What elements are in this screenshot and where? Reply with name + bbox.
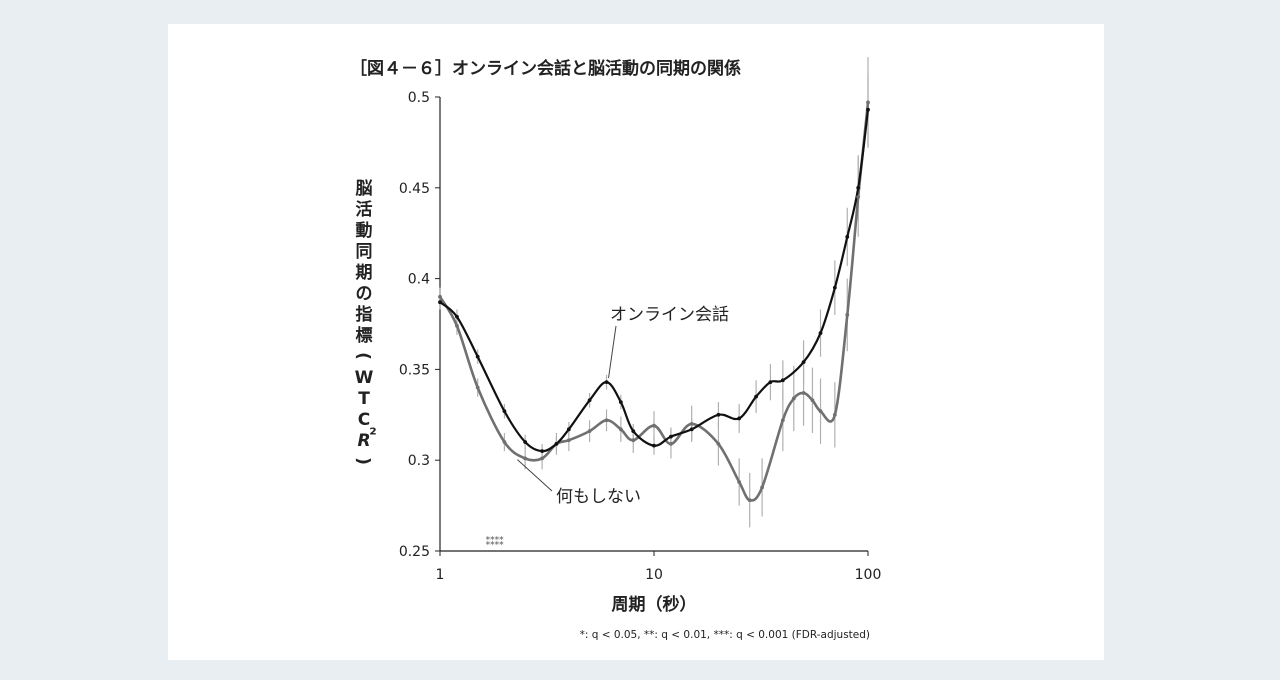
data-point [523, 440, 528, 444]
data-point [768, 380, 773, 385]
data-point [652, 443, 656, 448]
data-point [540, 449, 545, 454]
data-point [604, 418, 609, 423]
data-point [554, 441, 559, 446]
chart-title: ［図４－６］オンライン会話と脳活動の同期の関係 [350, 58, 741, 79]
data-point [856, 185, 861, 190]
annotation-leader [608, 325, 617, 379]
data-point [618, 400, 623, 404]
data-point [566, 438, 571, 443]
data-point [780, 418, 785, 423]
chart: ［図４－６］オンライン会話と脳活動の同期の関係 脳活動同期の指標(WTCR²) … [350, 57, 882, 641]
data-point [810, 398, 815, 403]
y-label-char: 指 [356, 304, 373, 325]
data-point [737, 480, 742, 484]
annotation-label: オンライン会話 [610, 305, 729, 325]
data-point [631, 429, 636, 434]
data-point [540, 456, 545, 461]
x-tick-label: 100 [855, 567, 882, 583]
data-point [587, 398, 592, 403]
y-tick-label: 0.3 [408, 453, 430, 469]
data-point [669, 434, 673, 439]
data-point [780, 378, 785, 383]
data-point [652, 423, 656, 428]
data-point [832, 412, 837, 417]
data-point [747, 498, 752, 503]
data-point [523, 456, 528, 461]
data-point [716, 441, 721, 446]
annotation-label: 何もしない [556, 487, 641, 507]
data-point [866, 107, 870, 112]
y-tick-label: 0.4 [408, 272, 430, 288]
data-point [856, 194, 861, 199]
data-point [818, 409, 823, 414]
y-label-char: W [355, 368, 374, 388]
data-point [689, 421, 694, 426]
data-point [475, 354, 480, 359]
data-point [832, 285, 837, 290]
data-point [438, 294, 442, 299]
data-point [669, 441, 673, 446]
data-point [845, 313, 850, 317]
y-tick-label: 0.25 [399, 544, 430, 560]
data-point [845, 234, 850, 239]
y-label-char: C [358, 410, 370, 430]
data-point [754, 394, 759, 399]
significance-mark: **** [486, 541, 505, 551]
x-tick-label: 1 [436, 567, 445, 583]
y-label-char: 標 [356, 325, 373, 346]
y-tick-label: 0.45 [399, 181, 430, 197]
y-label-char: の [356, 284, 373, 304]
data-point [502, 409, 507, 414]
y-label-char: T [358, 389, 370, 409]
data-point [689, 427, 694, 432]
data-point [455, 314, 459, 319]
x-tick-label: 10 [645, 567, 663, 583]
data-point [716, 412, 721, 417]
y-tick-label: 0.35 [399, 362, 430, 378]
data-point [791, 396, 796, 401]
x-axis-label: 周期（秒） [612, 594, 697, 615]
data-point [801, 391, 806, 395]
data-point [566, 427, 571, 432]
significance-mark: **** [486, 535, 505, 545]
figure-card: ［図４－６］オンライン会話と脳活動の同期の関係 脳活動同期の指標(W T C R ²) … [168, 24, 1104, 660]
data-point [866, 100, 870, 105]
y-label-char: ² [369, 425, 376, 445]
y-label-char: 動 [356, 220, 373, 241]
y-label-char: 同 [356, 242, 373, 262]
y-tick-label: 0.5 [408, 90, 430, 106]
data-point [618, 427, 623, 432]
data-point [737, 416, 742, 421]
data-point [818, 331, 823, 335]
data-point [587, 429, 592, 434]
data-point [438, 300, 442, 305]
footnote: *: q < 0.05, **: q < 0.01, ***: q < 0.00… [580, 629, 870, 641]
data-point [760, 485, 765, 490]
y-label-char: ( [353, 352, 373, 360]
y-label-char: 活 [356, 199, 373, 220]
y-label-char: R [357, 431, 370, 451]
data-point [475, 385, 480, 390]
y-label-char: ) [353, 457, 373, 465]
data-point [604, 380, 609, 385]
annotation-leader [517, 459, 553, 492]
y-label-char: 脳 [356, 179, 373, 199]
data-point [502, 440, 507, 444]
data-point [801, 360, 806, 365]
data-point [455, 323, 459, 328]
y-label-char: 期 [356, 263, 373, 283]
data-point [631, 438, 636, 443]
